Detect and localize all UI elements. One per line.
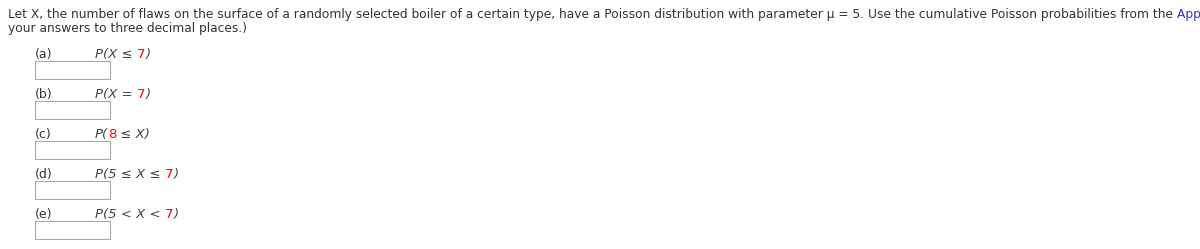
Text: 7: 7 (164, 208, 173, 221)
Text: your answers to three decimal places.): your answers to three decimal places.) (8, 22, 247, 35)
Text: ): ) (173, 208, 179, 221)
Text: (e): (e) (35, 208, 53, 221)
Text: P(5 ≤ X ≤: P(5 ≤ X ≤ (95, 168, 164, 181)
Text: ): ) (173, 168, 179, 181)
Text: ): ) (145, 88, 150, 101)
Text: ): ) (145, 48, 150, 61)
Text: 8: 8 (108, 128, 116, 141)
Text: Let X, the number of flaws on the surface of a randomly selected boiler of a cer: Let X, the number of flaws on the surfac… (8, 8, 1177, 21)
Text: (b): (b) (35, 88, 53, 101)
Text: (c): (c) (35, 128, 52, 141)
Text: 7: 7 (137, 48, 145, 61)
Text: (d): (d) (35, 168, 53, 181)
Text: P(: P( (95, 128, 108, 141)
Text: 7: 7 (137, 88, 145, 101)
Text: P(5 < X <: P(5 < X < (95, 208, 164, 221)
Text: (a): (a) (35, 48, 53, 61)
Text: P(X =: P(X = (95, 88, 137, 101)
Text: 7: 7 (164, 168, 173, 181)
Text: Appendix Tables: Appendix Tables (1177, 8, 1200, 21)
Text: P(X ≤: P(X ≤ (95, 48, 137, 61)
Text: ≤ X): ≤ X) (116, 128, 150, 141)
